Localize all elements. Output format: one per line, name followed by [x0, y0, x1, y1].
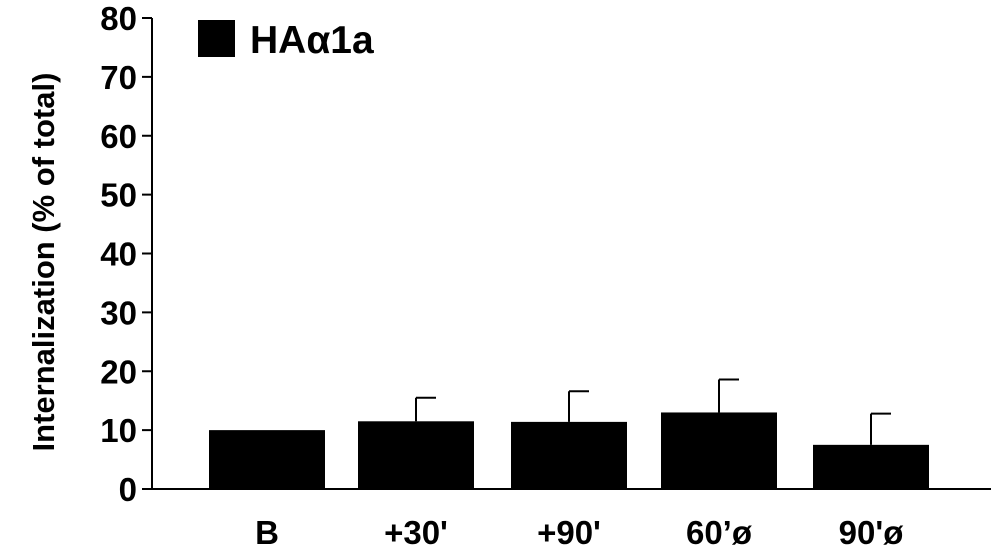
error-bars — [415, 378, 891, 445]
bar — [813, 444, 929, 489]
x-tick-label: +30' — [384, 514, 448, 551]
y-tick-label: 10 — [100, 412, 137, 449]
x-tick-label: +90' — [537, 514, 601, 551]
y-tick-label: 60 — [100, 118, 137, 155]
y-tick-label: 50 — [100, 177, 137, 214]
x-tick-labels: B +30' +90' 60’ø 90'ø — [255, 514, 904, 551]
x-tick-label: B — [255, 514, 279, 551]
bar — [209, 430, 325, 489]
y-tick-label: 40 — [100, 236, 137, 273]
x-tick-label: 90'ø — [839, 514, 905, 551]
bars — [209, 412, 929, 489]
legend-label: HAα1a — [250, 19, 374, 62]
x-tick-label: 60’ø — [686, 514, 753, 551]
y-tick-label: 20 — [100, 353, 137, 390]
bar — [358, 421, 474, 489]
y-tick-label: 30 — [100, 294, 137, 331]
legend-swatch — [198, 20, 235, 57]
y-tick-label: 80 — [100, 0, 137, 37]
bar — [661, 412, 777, 489]
y-tick-label: 0 — [119, 471, 137, 508]
y-tick-label: 70 — [100, 59, 137, 96]
legend: HAα1a — [198, 19, 374, 62]
axes — [151, 18, 991, 490]
y-ticks: 0 10 20 30 40 50 60 70 80 — [100, 0, 152, 508]
y-axis-label: Internalization (% of total) — [26, 73, 61, 452]
bar — [511, 421, 627, 489]
